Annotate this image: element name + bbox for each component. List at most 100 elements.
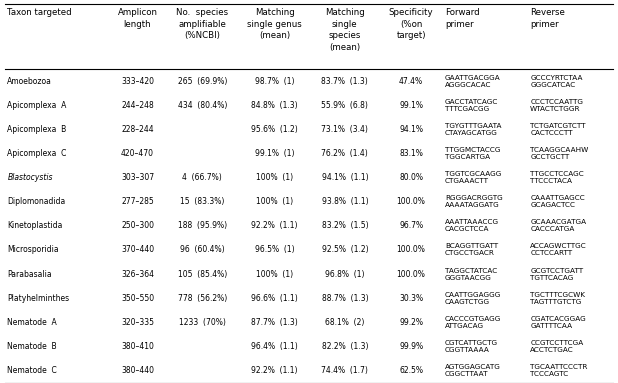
Text: Specificity
(%on
target): Specificity (%on target) (389, 8, 433, 40)
Text: 62.5%: 62.5% (399, 366, 423, 375)
Text: 92.2%  (1.1): 92.2% (1.1) (252, 366, 298, 375)
Text: Nematode  C: Nematode C (7, 366, 57, 375)
Text: 96.6%  (1.1): 96.6% (1.1) (252, 294, 298, 303)
Text: BCAGGTTGATT
CTGCCTGACR: BCAGGTTGATT CTGCCTGACR (445, 244, 498, 256)
Text: CCGTCCTTCGA
ACCTCTGAC: CCGTCCTTCGA ACCTCTGAC (530, 340, 583, 353)
Text: 92.2%  (1.1): 92.2% (1.1) (252, 221, 298, 230)
Text: CAATTGGAGGG
CAAGTCTGG: CAATTGGAGGG CAAGTCTGG (445, 292, 501, 304)
Text: 15  (83.3%): 15 (83.3%) (180, 197, 224, 206)
Text: RGGGACRGGTG
AAAATAGGATG: RGGGACRGGTG AAAATAGGATG (445, 195, 502, 208)
Text: GCGTCCTGATT
TGTTCACAG: GCGTCCTGATT TGTTCACAG (530, 268, 583, 280)
Text: 30.3%: 30.3% (399, 294, 423, 303)
Text: CGATCACGGAG
GATTTTCAA: CGATCACGGAG GATTTTCAA (530, 316, 586, 329)
Text: CACCCGTGAGG
ATTGACAG: CACCCGTGAGG ATTGACAG (445, 316, 501, 329)
Text: 1233  (70%): 1233 (70%) (179, 318, 226, 327)
Text: 778  (56.2%): 778 (56.2%) (178, 294, 227, 303)
Text: 265  (69.9%): 265 (69.9%) (177, 77, 227, 85)
Text: GCAAACGATGA
CACCCATGA: GCAAACGATGA CACCCATGA (530, 219, 586, 232)
Text: No.  species
amplifiable
(%NCBI): No. species amplifiable (%NCBI) (176, 8, 229, 40)
Text: Parabasalia: Parabasalia (7, 270, 52, 278)
Text: 380–410: 380–410 (121, 342, 154, 351)
Text: 420–470: 420–470 (121, 149, 154, 158)
Text: 4  (66.7%): 4 (66.7%) (182, 173, 222, 182)
Text: 380–440: 380–440 (121, 366, 154, 375)
Text: TTGCCTCCAGC
TTCCCTACA: TTGCCTCCAGC TTCCCTACA (530, 171, 584, 184)
Text: 244–248: 244–248 (121, 101, 154, 110)
Text: GAATTGACGGA
AGGGCACAC: GAATTGACGGA AGGGCACAC (445, 75, 501, 87)
Text: 105  (85.4%): 105 (85.4%) (178, 270, 227, 278)
Text: Diplomonadida: Diplomonadida (7, 197, 66, 206)
Text: Matching
single
species
(mean): Matching single species (mean) (325, 8, 365, 52)
Text: 350–550: 350–550 (121, 294, 154, 303)
Text: Amoebozoa: Amoebozoa (7, 77, 53, 85)
Text: 96.7%: 96.7% (399, 221, 423, 230)
Text: Apicomplexa  C: Apicomplexa C (7, 149, 67, 158)
Text: 83.1%: 83.1% (399, 149, 423, 158)
Text: TAGGCTATCAC
GGGTAACGG: TAGGCTATCAC GGGTAACGG (445, 268, 497, 280)
Text: TCAAGGCAAHW
GCCTGCTT: TCAAGGCAAHW GCCTGCTT (530, 147, 588, 160)
Text: TCTGATCGTCTT
CACTCCCTT: TCTGATCGTCTT CACTCCCTT (530, 123, 586, 136)
Text: 96  (60.4%): 96 (60.4%) (180, 246, 224, 254)
Text: CAAATTGAGCC
GCAGACTCC: CAAATTGAGCC GCAGACTCC (530, 195, 585, 208)
Text: 303–307: 303–307 (121, 173, 154, 182)
Text: TGCTTTCGCWK
TAGTTTGTCTG: TGCTTTCGCWK TAGTTTGTCTG (530, 292, 585, 304)
Text: 370–440: 370–440 (121, 246, 154, 254)
Text: 96.5%  (1): 96.5% (1) (255, 246, 295, 254)
Text: 98.7%  (1): 98.7% (1) (255, 77, 294, 85)
Text: TGCAATTCCCTR
TCCCAGTC: TGCAATTCCCTR TCCCAGTC (530, 364, 588, 377)
Text: AAATTAAACCG
CACGCTCCA: AAATTAAACCG CACGCTCCA (445, 219, 499, 232)
Text: 434  (80.4%): 434 (80.4%) (177, 101, 227, 110)
Text: Reverse
primer: Reverse primer (530, 8, 565, 29)
Text: Apicomplexa  A: Apicomplexa A (7, 101, 67, 110)
Text: Kinetoplastida: Kinetoplastida (7, 221, 63, 230)
Text: 73.1%  (3.4): 73.1% (3.4) (321, 125, 368, 134)
Text: 326–364: 326–364 (121, 270, 154, 278)
Text: Nematode  A: Nematode A (7, 318, 57, 327)
Text: CGTCATTGCTG
CGGTTAAAA: CGTCATTGCTG CGGTTAAAA (445, 340, 498, 353)
Text: TGGTCGCAAGG
CTGAAACTT: TGGTCGCAAGG CTGAAACTT (445, 171, 501, 184)
Text: 83.7%  (1.3): 83.7% (1.3) (321, 77, 368, 85)
Text: 100%  (1): 100% (1) (256, 270, 294, 278)
Text: 100.0%: 100.0% (397, 270, 426, 278)
Text: Amplicon
length: Amplicon length (117, 8, 158, 29)
Text: Nematode  B: Nematode B (7, 342, 57, 351)
Text: 99.9%: 99.9% (399, 342, 423, 351)
Text: 92.5%  (1.2): 92.5% (1.2) (321, 246, 368, 254)
Text: TGYGTTTGAATA
CTAYAGCATGG: TGYGTTTGAATA CTAYAGCATGG (445, 123, 501, 136)
Text: CCCTCCAATTG
WTACTCTGGR: CCCTCCAATTG WTACTCTGGR (530, 99, 583, 111)
Text: 47.4%: 47.4% (399, 77, 423, 85)
Text: AGTGGAGCATG
CGGCTTAAT: AGTGGAGCATG CGGCTTAAT (445, 364, 501, 377)
Text: 100.0%: 100.0% (397, 246, 426, 254)
Text: 100%  (1): 100% (1) (256, 197, 294, 206)
Text: Platyhelminthes: Platyhelminthes (7, 294, 70, 303)
Text: Forward
primer: Forward primer (445, 8, 480, 29)
Text: 74.4%  (1.7): 74.4% (1.7) (321, 366, 368, 375)
Text: 76.2%  (1.4): 76.2% (1.4) (321, 149, 368, 158)
Text: 96.4%  (1.1): 96.4% (1.1) (252, 342, 298, 351)
Text: 88.7%  (1.3): 88.7% (1.3) (321, 294, 368, 303)
Text: GACCTATCAGC
TTTCGACGG: GACCTATCAGC TTTCGACGG (445, 99, 498, 111)
Text: 333–420: 333–420 (121, 77, 154, 85)
Text: GCCCYRTCTAA
GGGCATCAC: GCCCYRTCTAA GGGCATCAC (530, 75, 583, 87)
Text: 83.2%  (1.5): 83.2% (1.5) (321, 221, 368, 230)
Text: Apicomplexa  B: Apicomplexa B (7, 125, 67, 134)
Text: Taxon targeted: Taxon targeted (7, 8, 72, 17)
Text: TTGGMCTACCG
TGGCARTGA: TTGGMCTACCG TGGCARTGA (445, 147, 501, 160)
Text: 250–300: 250–300 (121, 221, 154, 230)
Text: 320–335: 320–335 (121, 318, 154, 327)
Text: 188  (95.9%): 188 (95.9%) (178, 221, 227, 230)
Text: 228–244: 228–244 (121, 125, 154, 134)
Text: 84.8%  (1.3): 84.8% (1.3) (252, 101, 298, 110)
Text: 94.1%: 94.1% (399, 125, 423, 134)
Text: 95.6%  (1.2): 95.6% (1.2) (252, 125, 298, 134)
Text: Blastocystis: Blastocystis (7, 173, 53, 182)
Text: 96.8%  (1): 96.8% (1) (325, 270, 365, 278)
Text: 55.9%  (6.8): 55.9% (6.8) (321, 101, 368, 110)
Text: Microsporidia: Microsporidia (7, 246, 59, 254)
Text: 277–285: 277–285 (121, 197, 154, 206)
Text: 82.2%  (1.3): 82.2% (1.3) (321, 342, 368, 351)
Text: ACCAGWCTTGC
CCTCCARTT: ACCAGWCTTGC CCTCCARTT (530, 244, 587, 256)
Text: 99.1%: 99.1% (399, 101, 423, 110)
Text: Matching
single genus
(mean): Matching single genus (mean) (247, 8, 302, 40)
Text: 87.7%  (1.3): 87.7% (1.3) (252, 318, 298, 327)
